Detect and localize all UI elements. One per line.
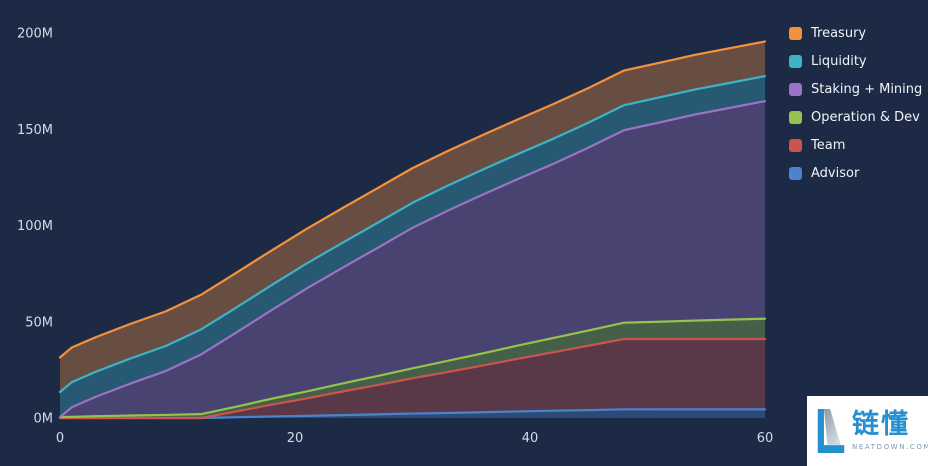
y-tick-label-150m: 150M — [17, 123, 53, 138]
y-tick-label-100m: 100M — [17, 219, 53, 234]
x-tick-label-40: 40 — [522, 431, 539, 446]
legend-swatch-operation-dev — [789, 111, 802, 124]
legend-swatch-team — [789, 139, 802, 152]
y-tick-label-50m: 50M — [25, 315, 53, 330]
legend-item-team[interactable]: Team — [789, 139, 922, 152]
line-treasury — [58, 40, 767, 359]
legend-swatch-treasury — [789, 27, 802, 40]
legend-label-treasury: Treasury — [811, 26, 867, 41]
line-staking-mining — [58, 100, 767, 419]
line-team — [58, 337, 767, 420]
neatdown-logo-icon — [817, 408, 845, 454]
legend-label-liquidity: Liquidity — [811, 54, 867, 69]
legend-item-operation-dev[interactable]: Operation & Dev — [789, 111, 922, 124]
legend-item-advisor[interactable]: Advisor — [789, 167, 922, 180]
legend-swatch-staking-mining — [789, 83, 802, 96]
chart-legend: Treasury Liquidity Staking + Mining Operati… — [789, 27, 922, 180]
watermark-domain: NEATDOWN.COM — [852, 442, 928, 451]
legend-label-advisor: Advisor — [811, 166, 860, 181]
legend-item-liquidity[interactable]: Liquidity — [789, 55, 922, 68]
x-tick-label-20: 20 — [287, 431, 304, 446]
legend-label-operation-dev: Operation & Dev — [811, 110, 920, 125]
x-tick-label-0: 0 — [56, 431, 64, 446]
line-liquidity — [58, 75, 767, 394]
y-tick-label-0m: 0M — [34, 412, 54, 427]
legend-label-staking-mining: Staking + Mining — [811, 82, 923, 97]
legend-label-team: Team — [811, 138, 846, 153]
watermark-brand-cjk: 链懂 — [852, 409, 910, 441]
line-operation-dev — [58, 317, 767, 419]
legend-swatch-liquidity — [789, 55, 802, 68]
area-treasury — [60, 41, 765, 393]
legend-item-treasury[interactable]: Treasury — [789, 27, 922, 40]
legend-swatch-advisor — [789, 167, 802, 180]
legend-item-staking-mining[interactable]: Staking + Mining — [789, 83, 922, 96]
watermark: 链懂 NEATDOWN.COM — [807, 396, 928, 466]
area-staking-mining — [60, 101, 765, 418]
watermark-text: 链懂 NEATDOWN.COM — [852, 409, 928, 451]
x-tick-label-60: 60 — [757, 431, 774, 446]
y-tick-label-200m: 200M — [17, 27, 53, 42]
